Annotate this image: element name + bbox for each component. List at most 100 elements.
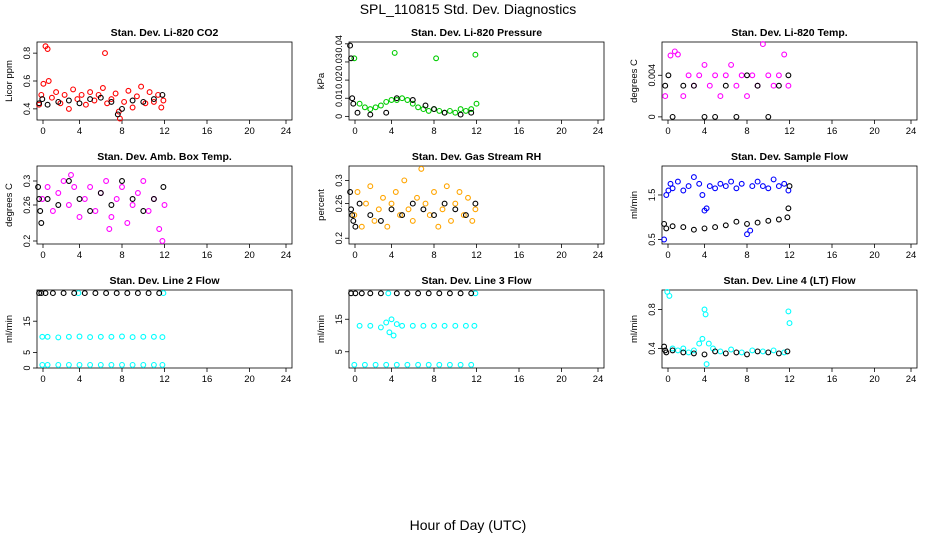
data-point bbox=[108, 214, 115, 220]
data-point bbox=[441, 109, 448, 116]
data-point bbox=[701, 113, 708, 120]
data-point bbox=[129, 97, 136, 104]
plot-frame bbox=[36, 289, 293, 369]
data-point bbox=[661, 220, 668, 227]
data-point bbox=[119, 333, 125, 340]
data-point bbox=[409, 100, 416, 107]
x-tick-label: 20 bbox=[869, 374, 880, 385]
plot-frame bbox=[661, 289, 918, 369]
data-point bbox=[770, 176, 777, 183]
data-point bbox=[722, 222, 729, 229]
data-point bbox=[680, 349, 687, 356]
x-tick-label: 4 bbox=[77, 374, 82, 385]
data-point bbox=[744, 220, 750, 227]
data-point bbox=[452, 200, 459, 207]
data-point bbox=[367, 106, 374, 113]
data-point bbox=[156, 226, 163, 232]
data-point bbox=[690, 350, 697, 357]
data-point bbox=[55, 361, 62, 368]
data-point bbox=[690, 82, 697, 89]
data-point bbox=[409, 200, 416, 207]
y-axis-label: ml/min bbox=[629, 191, 640, 219]
chart-title: Stan. Dev. Line 4 (LT) Flow bbox=[723, 275, 856, 287]
data-point bbox=[452, 206, 459, 213]
y-tick-label: 0.5 bbox=[647, 233, 657, 246]
data-point bbox=[712, 72, 719, 79]
data-point bbox=[367, 290, 374, 297]
data-point bbox=[472, 51, 479, 58]
x-tick-label: 24 bbox=[593, 374, 604, 385]
data-point bbox=[354, 189, 361, 195]
x-tick-label: 4 bbox=[77, 250, 82, 261]
data-point bbox=[472, 206, 479, 213]
data-point bbox=[39, 96, 46, 103]
data-point bbox=[701, 61, 708, 68]
data-point bbox=[349, 95, 356, 102]
data-point bbox=[363, 200, 369, 207]
data-point bbox=[38, 220, 45, 226]
data-point bbox=[150, 96, 157, 103]
data-point bbox=[156, 290, 163, 297]
data-point bbox=[712, 113, 719, 120]
y-tick-label: 0.02 bbox=[334, 71, 344, 89]
data-point bbox=[409, 217, 416, 224]
data-point bbox=[388, 316, 395, 323]
x-tick-label: 16 bbox=[827, 250, 838, 261]
data-point bbox=[747, 227, 754, 234]
data-point bbox=[701, 225, 708, 232]
data-point bbox=[36, 196, 43, 202]
data-point bbox=[749, 347, 756, 354]
data-point bbox=[468, 106, 475, 113]
data-point bbox=[390, 332, 397, 339]
data-point bbox=[765, 185, 772, 192]
data-point bbox=[160, 97, 167, 104]
data-point bbox=[160, 290, 167, 297]
data-point bbox=[414, 194, 420, 201]
data-point bbox=[71, 184, 78, 190]
data-point bbox=[775, 350, 782, 357]
data-point bbox=[35, 184, 42, 190]
data-point bbox=[367, 111, 374, 118]
y-tick-label: 1.5 bbox=[647, 189, 657, 202]
data-point bbox=[436, 361, 443, 368]
x-tick-label: 12 bbox=[471, 126, 482, 137]
data-point bbox=[775, 72, 782, 79]
data-point bbox=[356, 200, 363, 207]
plot-frame bbox=[36, 41, 293, 121]
data-point bbox=[674, 178, 681, 185]
data-point bbox=[722, 72, 729, 79]
data-point bbox=[361, 361, 368, 368]
data-point bbox=[706, 82, 713, 89]
data-point bbox=[422, 200, 429, 207]
y-tick-label: 0.26 bbox=[22, 196, 32, 214]
data-point bbox=[705, 340, 712, 347]
data-point bbox=[663, 192, 670, 198]
y-axis-label: percent bbox=[316, 189, 327, 221]
x-tick-label: 24 bbox=[593, 126, 604, 137]
data-point bbox=[354, 109, 361, 116]
x-tick-label: 0 bbox=[352, 250, 357, 261]
data-point bbox=[44, 333, 51, 340]
data-point bbox=[674, 51, 681, 58]
x-tick-label: 12 bbox=[159, 126, 170, 137]
data-series bbox=[348, 290, 475, 297]
data-point bbox=[150, 361, 157, 368]
data-point bbox=[348, 206, 355, 213]
data-point bbox=[733, 218, 740, 225]
data-point bbox=[728, 178, 735, 185]
data-point bbox=[388, 206, 395, 213]
data-point bbox=[65, 333, 72, 340]
data-point bbox=[158, 104, 165, 111]
data-point bbox=[68, 172, 74, 178]
data-point bbox=[669, 113, 676, 120]
data-series bbox=[662, 72, 792, 120]
data-point bbox=[781, 51, 788, 58]
data-point bbox=[133, 93, 140, 100]
data-point bbox=[404, 97, 411, 103]
data-series bbox=[661, 343, 791, 358]
data-point bbox=[106, 226, 113, 232]
data-point bbox=[399, 322, 406, 329]
data-point bbox=[785, 82, 792, 89]
data-point bbox=[36, 290, 43, 297]
data-series bbox=[36, 91, 166, 118]
